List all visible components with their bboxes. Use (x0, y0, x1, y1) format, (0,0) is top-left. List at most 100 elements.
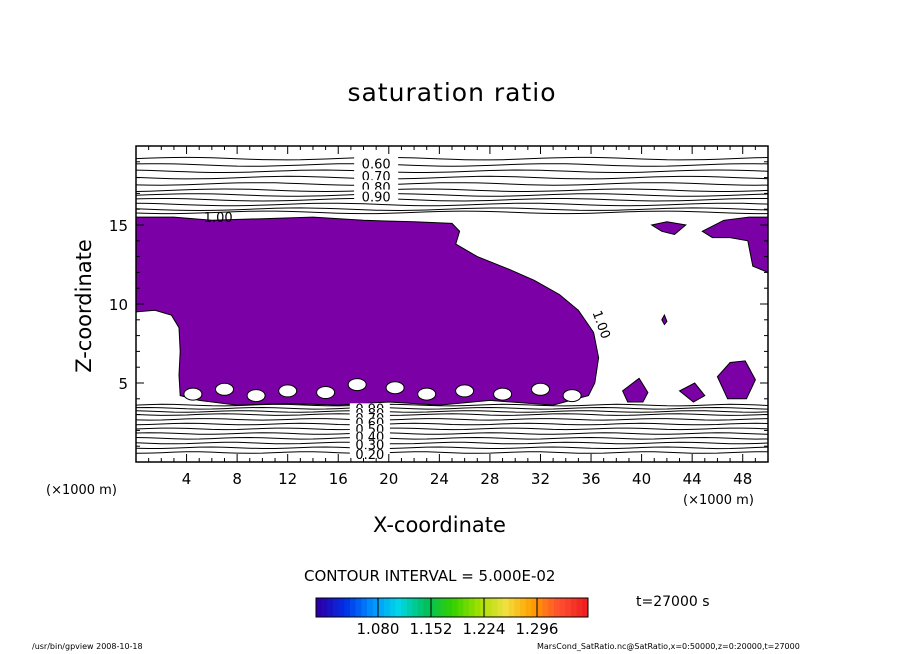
contour-line (136, 413, 768, 416)
colorbar-cell (361, 598, 368, 617)
colorbar-cell (395, 598, 402, 617)
x-axis-label: X-coordinate (373, 513, 506, 537)
contour-line (136, 163, 768, 167)
colorbar-cell (384, 598, 391, 617)
colorbar-tick-label: 1.296 (516, 620, 559, 638)
colorbar-cell (333, 598, 340, 617)
contour-line (136, 410, 768, 413)
colorbar-cell (576, 598, 583, 617)
x-tick-label: 16 (329, 470, 348, 488)
unsaturated-cell (246, 389, 266, 403)
unsaturated-cell (417, 387, 437, 401)
colorbar-cell (423, 598, 430, 617)
time-label: t=27000 s (636, 594, 710, 610)
colorbar-cell (435, 598, 442, 617)
colorbar-cell (565, 598, 572, 617)
supersaturation-region (716, 360, 756, 400)
x-tick-label: 40 (632, 470, 651, 488)
x-tick-label: 24 (430, 470, 449, 488)
colorbar-cell (327, 598, 334, 617)
colorbar-cell (582, 598, 589, 617)
colorbar-cell (440, 598, 447, 617)
colorbar-cell (355, 598, 362, 617)
x-tick-label: 32 (531, 470, 550, 488)
contour-line (136, 436, 768, 440)
x-tick-label: 48 (733, 470, 752, 488)
contour-label-bg (354, 156, 399, 170)
supersaturation-region (621, 377, 649, 403)
colorbar-cell (559, 598, 566, 617)
colorbar-cell (446, 598, 453, 617)
colorbar-cell (503, 598, 510, 617)
contour-line (136, 406, 768, 410)
contour-line (136, 441, 768, 445)
x-tick-label: 36 (581, 470, 600, 488)
colorbar-cell (514, 598, 521, 617)
contour-label-bg (349, 417, 390, 429)
contour-line (136, 418, 768, 421)
y-tick-label: 15 (109, 217, 128, 235)
colorbar-cell (344, 598, 351, 617)
colorbar-cell (497, 598, 504, 617)
contour-line (136, 202, 768, 207)
unsaturated-cell (215, 382, 234, 396)
contour-line (136, 432, 768, 435)
colorbar-cell (486, 598, 493, 617)
x-tick-label: 28 (480, 470, 499, 488)
colorbar-cell (525, 598, 532, 617)
colorbar-cell (457, 598, 464, 617)
unsaturated-cell (493, 387, 513, 401)
unsaturated-cell (347, 378, 367, 392)
contour-label-bg (354, 189, 399, 203)
colorbar-tick-label: 1.224 (463, 620, 506, 638)
colorbar-cell (372, 598, 379, 617)
colorbar-cell (474, 598, 481, 617)
colorbar-cell (418, 598, 425, 617)
colorbar-cell (508, 598, 515, 617)
colorbar-cell (412, 598, 419, 617)
x-unit-label-left: (×1000 m) (46, 483, 117, 498)
colorbar-cell (338, 598, 345, 617)
contour-line (136, 169, 768, 173)
contour-line (136, 207, 768, 212)
x-tick-label: 12 (278, 470, 297, 488)
colorbar-cell (469, 598, 476, 617)
contour-line (136, 188, 768, 193)
y-axis-label: Z-coordinate (72, 239, 96, 373)
supersaturation-region (678, 382, 706, 403)
y-tick-label: 5 (118, 375, 128, 393)
contour-line (136, 193, 768, 197)
colorbar-cell (571, 598, 578, 617)
colorbar-cell (316, 598, 323, 617)
colorbar-cell (554, 598, 561, 617)
chart-title: saturation ratio (347, 78, 557, 107)
colorbar-cell (406, 598, 413, 617)
supersaturation-region (661, 313, 668, 326)
colorbar-cell (321, 598, 328, 617)
supersaturation-region (650, 221, 687, 236)
contour-label-bg (354, 169, 399, 183)
x-tick-label: 8 (232, 470, 242, 488)
colorbar-cell (401, 598, 408, 617)
colorbar-cell (463, 598, 470, 617)
contour-line (136, 175, 768, 180)
unsaturated-cell (562, 389, 582, 403)
colorbar-cell (429, 598, 436, 617)
colorbar-cell (531, 598, 538, 617)
contour-label-bg (349, 423, 390, 435)
unsaturated-cell (531, 382, 550, 396)
contour-line (136, 422, 768, 426)
contour-label-bg (349, 431, 390, 443)
colorbar-tick-label: 1.080 (357, 620, 400, 638)
colorbar-cell (378, 598, 385, 617)
contour-line (136, 210, 768, 215)
contour-label: 0.90 (362, 191, 391, 206)
x-tick-label: 44 (683, 470, 702, 488)
colorbar-cell (537, 598, 544, 617)
colorbar-cell (480, 598, 487, 617)
x-unit-label-right: (×1000 m) (683, 493, 754, 508)
colorbar-cell (548, 598, 555, 617)
unsaturated-cell (183, 387, 203, 401)
